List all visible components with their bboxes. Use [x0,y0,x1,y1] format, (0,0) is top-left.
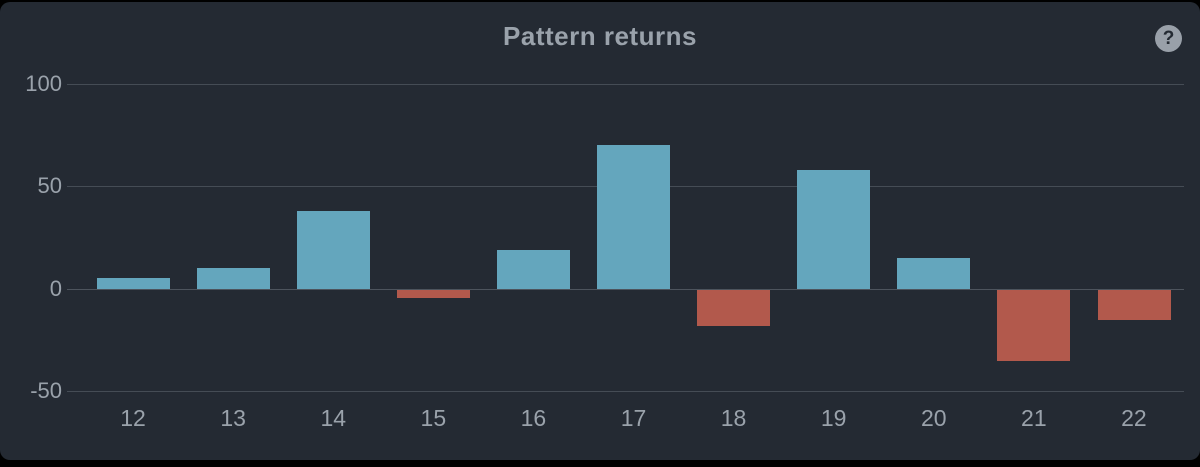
y-axis-label: 50 [37,173,62,198]
x-axis-label: 16 [520,405,547,431]
bar-12[interactable] [96,278,170,289]
x-axis-label: 13 [220,405,246,431]
bar-17[interactable] [597,145,670,289]
x-axis-label: 18 [720,405,747,431]
y-axis-label: 100 [25,71,62,96]
y-axis-label: -50 [30,378,62,403]
bar-16[interactable] [496,249,570,289]
x-axis-label: 22 [1121,405,1147,431]
bar-21[interactable] [997,289,1071,362]
bar-19[interactable] [797,170,871,289]
bar-18[interactable] [697,289,771,327]
x-axis-label: 19 [820,405,847,431]
x-axis-label: 15 [420,405,447,431]
help-icon[interactable]: ? [1155,25,1182,52]
gridline--50 [67,391,1184,392]
bar-14[interactable] [296,210,370,289]
bar-13[interactable] [196,268,270,289]
x-axis-label: 14 [320,405,347,431]
gridline-0 [67,289,1184,290]
x-axis-label: 17 [620,405,647,431]
gridline-100 [67,84,1184,85]
x-axis-label: 12 [120,405,146,431]
bar-22[interactable] [1097,289,1171,321]
x-axis-label: 21 [1021,405,1047,431]
y-axis-label: 0 [49,276,62,301]
chart-title: Pattern returns [503,21,697,51]
bar-15[interactable] [396,289,470,298]
bar-20[interactable] [897,258,971,289]
x-axis-label: 20 [920,405,947,431]
